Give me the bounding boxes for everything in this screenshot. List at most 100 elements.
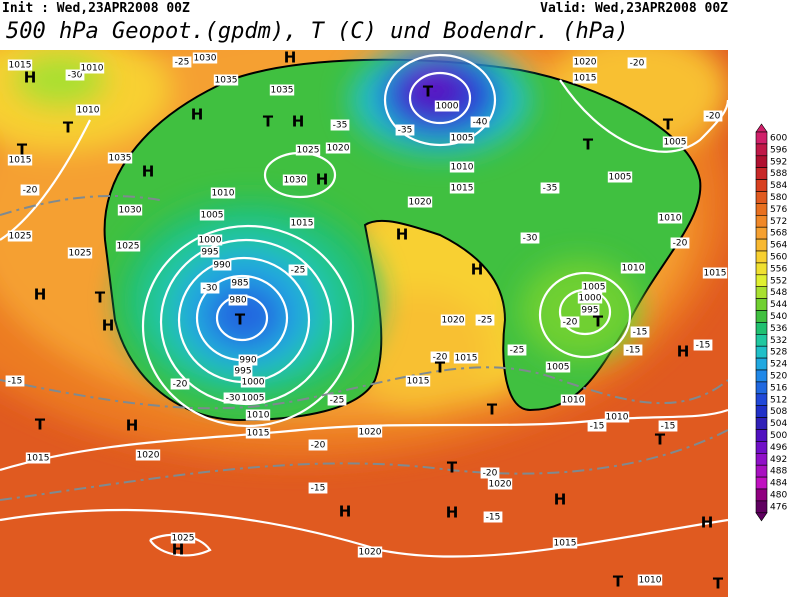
contour-label: 1025: [172, 534, 195, 544]
colorbar-label: 572: [770, 217, 787, 227]
contour-label: 1020: [442, 316, 465, 326]
label-box: [604, 411, 630, 423]
colorbar-swatch: [755, 476, 768, 490]
colorbar-swatch: [755, 191, 768, 204]
contour-label: 1000: [579, 294, 602, 304]
label-box: [245, 427, 271, 439]
colorbar-swatch: [755, 381, 768, 395]
contour-label: -15: [661, 422, 676, 432]
label-box: [702, 267, 728, 279]
contour-label: 1015: [247, 429, 270, 439]
label-box: [357, 426, 383, 438]
label-box: [587, 420, 607, 432]
pressure-center: T: [713, 575, 724, 593]
label-box: [213, 74, 239, 86]
pressure-center: H: [292, 113, 305, 131]
label-box: [117, 204, 143, 216]
contour-label: 1020: [409, 198, 432, 208]
label-box: [25, 452, 51, 464]
contour-label: -25: [330, 396, 345, 406]
colorbar-swatch: [755, 179, 768, 192]
colorbar-label: 524: [770, 360, 787, 370]
pressure-center: H: [126, 417, 139, 435]
label-box: [637, 574, 663, 586]
pressure-center: T: [613, 573, 624, 591]
contour-label: 1015: [291, 219, 314, 229]
colorbar-label: 540: [770, 312, 787, 322]
colorbar-swatch: [755, 203, 768, 216]
colorbar-label: 484: [770, 479, 787, 489]
contour-label: 980: [229, 296, 246, 306]
colorbar-swatch: [755, 226, 768, 240]
label-box: [405, 375, 431, 387]
label-box: [282, 174, 308, 186]
label-box: [7, 59, 33, 71]
colorbar-label: 520: [770, 372, 787, 382]
pressure-center: T: [655, 431, 666, 449]
colorbar-swatch: [755, 131, 768, 145]
colorbar-swatch: [755, 310, 768, 323]
label-box: [630, 326, 650, 338]
contour-label: -15: [8, 377, 23, 387]
colorbar-swatch: [755, 274, 768, 287]
colorbar-swatch: [755, 500, 768, 514]
contour-label: -15: [311, 484, 326, 494]
contour-label: 1005: [201, 211, 224, 221]
label-box: [67, 247, 93, 259]
label-box: [288, 264, 308, 276]
pressure-center: T: [583, 136, 594, 154]
contour-label: -15: [590, 422, 605, 432]
colorbar-label: 544: [770, 300, 787, 310]
pressure-center: T: [263, 113, 274, 131]
label-box: [552, 537, 578, 549]
contour-label: 1000: [242, 378, 265, 388]
contour-label: 1030: [194, 54, 217, 64]
label-box: [440, 314, 466, 326]
label-box: [407, 196, 433, 208]
contour-label: 1015: [451, 184, 474, 194]
label-box: [269, 84, 295, 96]
label-box: [170, 532, 196, 544]
contour-label: 1030: [284, 176, 307, 186]
contour-label: 995: [581, 306, 598, 316]
label-box: [170, 378, 190, 390]
label-box: [670, 237, 690, 249]
colorbar-label: 564: [770, 241, 787, 251]
colorbar-swatch: [755, 369, 768, 383]
contour-label: -15: [626, 346, 641, 356]
contour-label: 990: [239, 356, 256, 366]
label-box: [200, 246, 220, 258]
label-box: [693, 339, 713, 351]
label-box: [107, 152, 133, 164]
label-box: [449, 182, 475, 194]
label-box: [581, 281, 607, 293]
pressure-center: T: [423, 83, 434, 101]
label-box: [172, 56, 192, 68]
contour-label: -20: [706, 112, 721, 122]
colorbar-swatch: [755, 143, 768, 157]
label-box: [115, 240, 141, 252]
label-box: [703, 110, 723, 122]
contour-label: 1005: [451, 134, 474, 144]
pressure-center: T: [593, 313, 604, 331]
colorbar-swatch: [755, 417, 768, 430]
contour-label: -20: [433, 353, 448, 363]
label-box: [233, 365, 253, 377]
label-box: [135, 449, 161, 461]
pressure-center: H: [339, 503, 352, 521]
colorbar-label: 568: [770, 229, 787, 239]
colorbar-label: 556: [770, 264, 787, 274]
label-box: [240, 392, 266, 404]
colorbar-top-tip: [755, 123, 768, 133]
contour-label: -20: [563, 318, 578, 328]
pressure-center: H: [24, 69, 37, 87]
label-box: [325, 142, 351, 154]
colorbar-swatch: [755, 345, 768, 359]
label-box: [7, 154, 33, 166]
colorbar-label: 576: [770, 205, 787, 215]
label-box: [5, 375, 25, 387]
colorbar-label: 600: [770, 134, 787, 144]
label-box: [330, 119, 350, 131]
label-box: [545, 361, 571, 373]
